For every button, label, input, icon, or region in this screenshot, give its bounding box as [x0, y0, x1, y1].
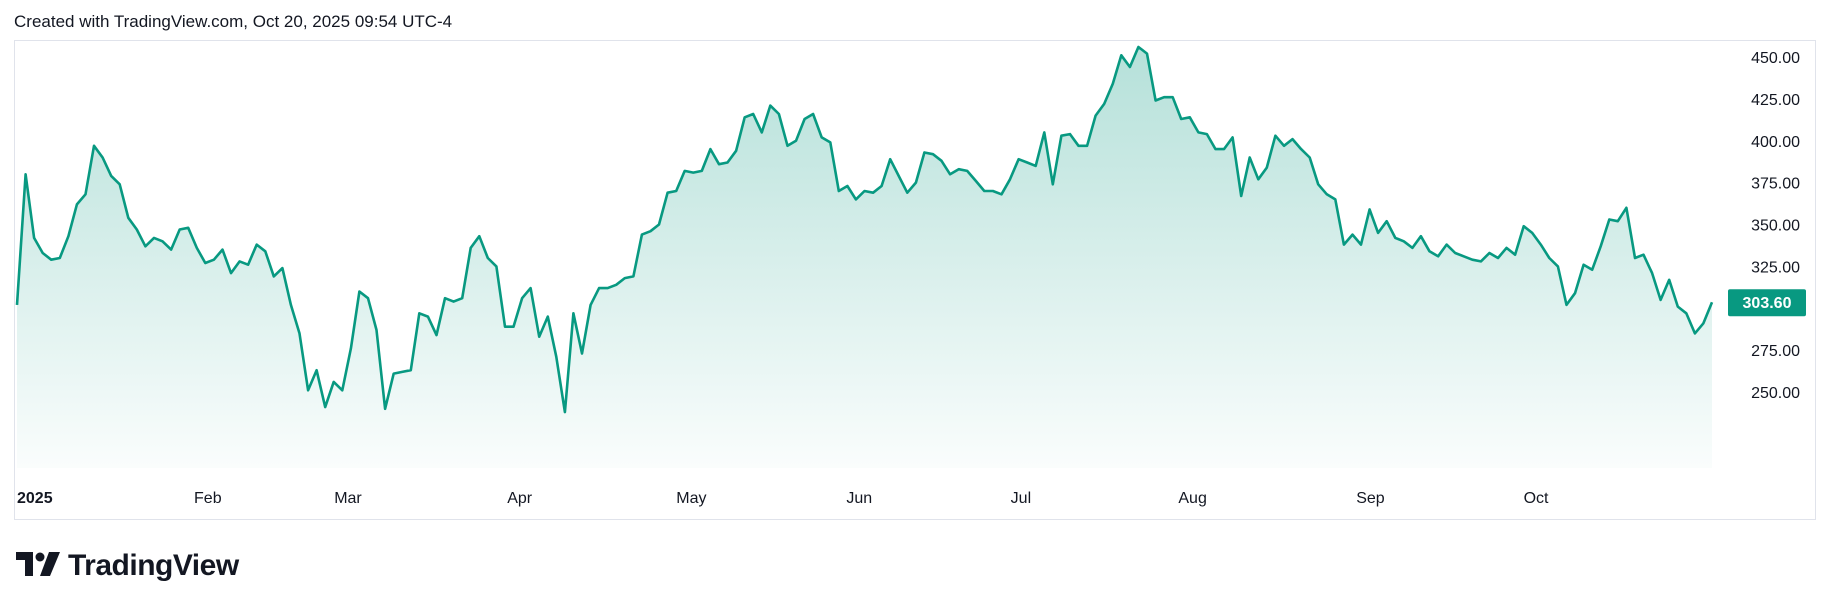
brand-name: TradingView [68, 549, 239, 582]
x-tick-label: Sep [1356, 490, 1385, 507]
y-tick-label: 275.00 [1751, 343, 1800, 360]
x-tick-label: Mar [334, 490, 362, 507]
last-price-tag [1728, 289, 1806, 317]
tradingview-brand[interactable]: TradingView [16, 548, 239, 584]
tradingview-logo-icon [16, 552, 60, 576]
y-tick-label: 400.00 [1751, 134, 1800, 151]
y-tick-label: 325.00 [1751, 259, 1800, 276]
y-tick-label: 375.00 [1751, 176, 1800, 193]
last-price-label: 303.60 [1743, 295, 1792, 312]
x-tick-label: 2025 [17, 490, 53, 507]
x-tick-label: Feb [194, 490, 222, 507]
x-tick-label: Oct [1524, 490, 1549, 507]
chart-attribution: Created with TradingView.com, Oct 20, 20… [14, 12, 453, 31]
x-tick-label: Apr [507, 490, 533, 507]
x-tick-label: Jul [1011, 490, 1031, 507]
price-line [15, 45, 1714, 414]
price-area-fill [17, 47, 1712, 468]
x-tick-label: May [676, 490, 706, 507]
y-tick-label: 350.00 [1751, 218, 1800, 235]
y-tick-label: 450.00 [1751, 50, 1800, 67]
y-tick-label: 425.00 [1751, 92, 1800, 109]
y-tick-label: 250.00 [1751, 385, 1800, 402]
chart-frame [14, 40, 1816, 520]
x-tick-label: Jun [846, 490, 872, 507]
x-tick-label: Aug [1178, 490, 1206, 507]
